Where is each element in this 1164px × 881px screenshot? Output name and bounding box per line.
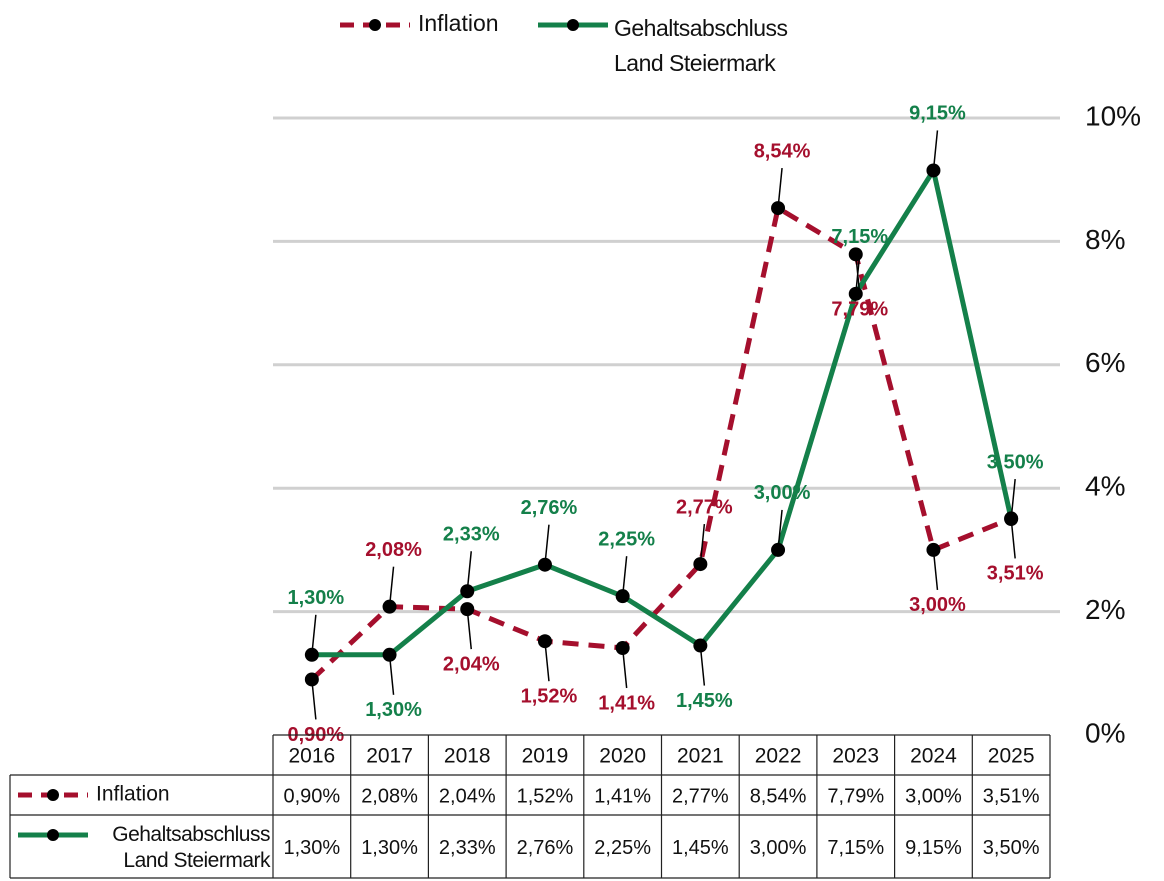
data-label: 1,41% [598, 692, 655, 714]
point-marker [304, 672, 319, 687]
table-cell: 1,30% [283, 837, 340, 859]
table-cell: 2,25% [594, 837, 651, 859]
legend-symbol-marker [369, 19, 381, 31]
data-label: 7,15% [831, 226, 888, 248]
data-label: 3,00% [754, 482, 811, 504]
table-cell: 8,54% [750, 785, 807, 807]
table-cell: 2,77% [672, 785, 729, 807]
x-tick-label: 2022 [755, 745, 802, 768]
data-label: 3,51% [987, 563, 1044, 585]
data-label: 9,15% [909, 103, 966, 125]
data-label: 3,50% [987, 451, 1044, 473]
legend-label: Inflation [418, 10, 499, 36]
data-label: 1,52% [521, 685, 578, 707]
point-marker [1004, 512, 1019, 527]
table-symbol-marker [47, 789, 59, 801]
point-marker [460, 584, 475, 599]
table-cell: 1,52% [517, 785, 574, 807]
data-label: 1,30% [287, 587, 344, 609]
table-cell: 0,90% [283, 785, 340, 807]
point-marker [304, 647, 319, 662]
x-tick-label: 2024 [910, 745, 957, 768]
table-symbol-marker [47, 829, 59, 841]
data-label: 2,76% [521, 497, 578, 519]
x-tick-label: 2020 [599, 745, 646, 768]
y-tick-label: 4% [1085, 471, 1125, 502]
x-tick-label: 2019 [522, 745, 569, 768]
x-tick-label: 2021 [677, 745, 724, 768]
data-label: 7,79% [831, 299, 888, 321]
x-tick-label: 2017 [366, 745, 413, 768]
point-marker [848, 247, 863, 262]
legend-label: Gehaltsabschluss Land Steiermark [614, 15, 788, 76]
point-marker [926, 542, 941, 557]
y-tick-label: 6% [1085, 347, 1125, 378]
legend-symbol-marker [567, 19, 579, 31]
point-marker [382, 599, 397, 614]
data-label: 1,30% [365, 699, 422, 721]
data-label: 2,25% [598, 528, 655, 550]
x-tick-label: 2025 [988, 745, 1035, 768]
y-tick-label: 10% [1085, 100, 1141, 131]
x-tick-label: 2018 [444, 745, 491, 768]
data-label: 2,77% [676, 496, 733, 518]
point-marker [926, 163, 941, 178]
point-marker [460, 602, 475, 617]
table-cell: 7,79% [827, 785, 884, 807]
point-marker [615, 589, 630, 604]
y-tick-label: 0% [1085, 717, 1125, 748]
point-marker [771, 542, 786, 557]
point-marker [382, 647, 397, 662]
point-marker [693, 638, 708, 653]
point-marker [771, 201, 786, 216]
x-tick-label: 2016 [288, 745, 335, 768]
table-cell: 7,15% [827, 837, 884, 859]
table-cell: 2,33% [439, 837, 496, 859]
y-tick-label: 2% [1085, 594, 1125, 625]
table-row-label: Gehaltsabschluss Land Steiermark [112, 823, 270, 872]
table-cell: 1,45% [672, 837, 729, 859]
data-label: 8,54% [754, 140, 811, 162]
table-cell: 3,50% [983, 837, 1040, 859]
table-cell: 1,30% [361, 837, 418, 859]
data-label: 2,04% [443, 653, 500, 675]
data-label: 1,45% [676, 690, 733, 712]
table-cell: 2,04% [439, 785, 496, 807]
series-line [310, 204, 1013, 682]
table-row-label: Inflation [96, 783, 170, 806]
table-cell: 3,00% [905, 785, 962, 807]
table-cell: 2,08% [361, 785, 418, 807]
point-marker [537, 634, 552, 649]
point-marker [848, 286, 863, 301]
table-cell: 3,00% [750, 837, 807, 859]
point-marker [537, 557, 552, 572]
y-tick-label: 8% [1085, 224, 1125, 255]
table-cell: 1,41% [594, 785, 651, 807]
data-label: 3,00% [909, 594, 966, 616]
table-cell: 2,76% [517, 837, 574, 859]
point-marker [615, 641, 630, 656]
table-cell: 9,15% [905, 837, 962, 859]
series-line [311, 163, 1014, 658]
data-label: 2,08% [365, 539, 422, 561]
x-tick-label: 2023 [832, 745, 879, 768]
data-label: 2,33% [443, 524, 500, 546]
point-marker [693, 557, 708, 572]
table-cell: 3,51% [983, 785, 1040, 807]
